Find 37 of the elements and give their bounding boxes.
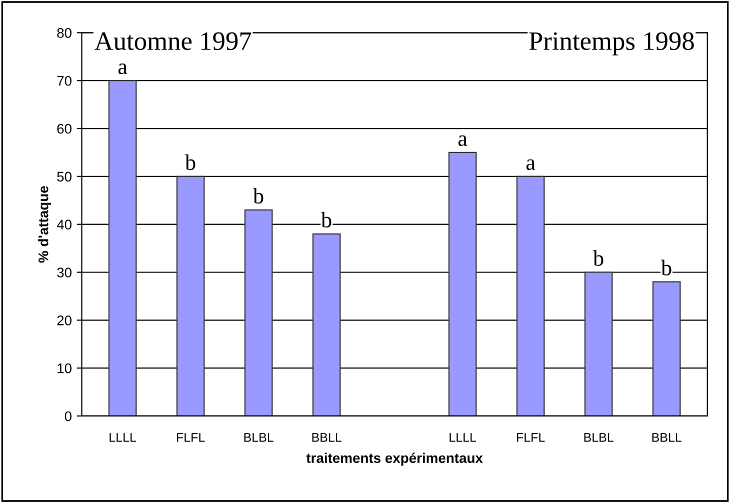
data-label: a xyxy=(526,159,536,170)
y-tick-label: 50 xyxy=(57,172,72,182)
annotation: Automne 1997 xyxy=(94,32,252,50)
data-label: b xyxy=(185,154,196,170)
data-label: a xyxy=(118,64,128,74)
bar xyxy=(108,80,137,416)
y-axis-title: % d'attaque xyxy=(38,186,52,263)
bar xyxy=(652,281,681,416)
bar xyxy=(312,233,341,416)
x-tick-label: LLLL xyxy=(110,433,136,442)
y-tick-label: 70 xyxy=(57,76,72,86)
data-label: b xyxy=(661,260,672,276)
y-tick-label: 20 xyxy=(57,315,72,326)
y-tick-label: 10 xyxy=(58,363,72,374)
data-label: a xyxy=(458,135,468,146)
bar xyxy=(176,176,205,416)
data-label: b xyxy=(593,250,604,266)
x-tick-label: BBLL xyxy=(312,433,342,442)
x-axis-title: traitements expérimentaux xyxy=(306,452,483,466)
x-tick-label: FLFL xyxy=(177,433,205,442)
bar xyxy=(244,209,273,416)
y-tick-label: 60 xyxy=(57,124,72,134)
x-tick-label: BBLL xyxy=(652,433,682,442)
y-tick-label: 80 xyxy=(57,28,72,38)
x-tick-label: FLFL xyxy=(517,433,545,442)
bar xyxy=(584,272,613,416)
x-tick-label: BLBL xyxy=(584,433,614,442)
bar xyxy=(448,152,477,416)
y-tick-label: 30 xyxy=(57,268,72,278)
data-label: b xyxy=(253,188,264,204)
annotation: Printemps 1998 xyxy=(529,32,694,56)
data-label: b xyxy=(321,212,332,228)
bar xyxy=(516,176,545,416)
y-tick-label: 40 xyxy=(56,220,72,230)
x-tick-label: LLLL xyxy=(450,433,476,442)
y-tick-label: 0 xyxy=(64,411,72,422)
x-tick-label: BLBL xyxy=(244,433,274,442)
